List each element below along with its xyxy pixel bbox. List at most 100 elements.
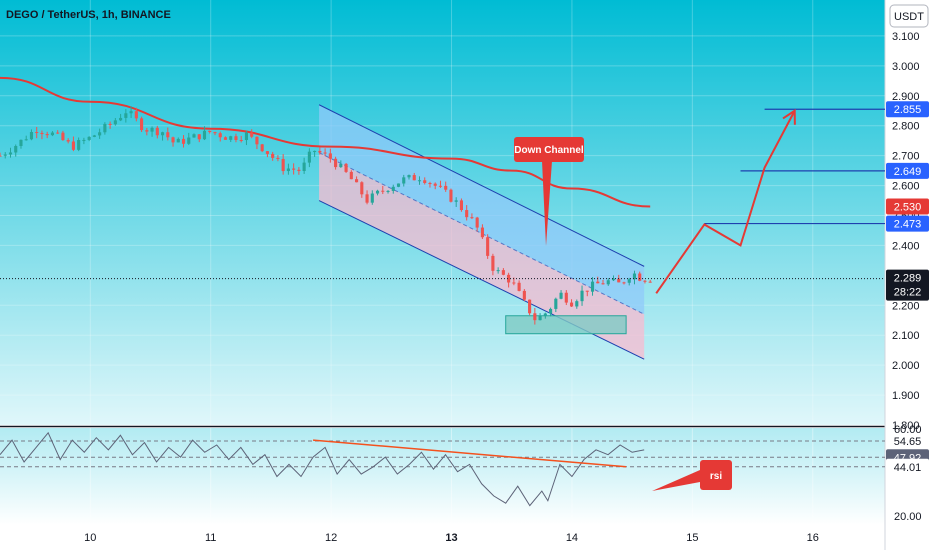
candle-body: [129, 111, 133, 114]
candle: [402, 174, 406, 187]
candle-body: [375, 190, 380, 194]
candle-body: [302, 162, 306, 172]
candle-body: [250, 132, 254, 137]
candle-body: [281, 158, 285, 172]
candle-body: [334, 158, 338, 168]
down-channel-callout-box: [514, 137, 584, 162]
candle: [40, 130, 44, 140]
candle-body: [286, 168, 290, 172]
candle: [480, 224, 484, 240]
candle: [396, 183, 401, 188]
price-tag-label: 2.855: [894, 104, 922, 116]
candle: [281, 154, 285, 175]
rsi-level-tag-bg: [886, 458, 929, 475]
candle-body: [14, 146, 18, 153]
candle: [486, 234, 490, 259]
rsi-callout-label: rsi: [710, 471, 722, 482]
candle-body: [260, 144, 264, 152]
candle: [239, 135, 243, 143]
candle-body: [449, 189, 453, 202]
candle-body: [606, 280, 610, 285]
candle-body: [396, 183, 401, 187]
time-axis[interactable]: 10 11 12 13 14 15 16: [84, 532, 819, 544]
candle-body: [202, 130, 207, 140]
candle-body: [255, 136, 259, 145]
candle-body: [559, 292, 563, 299]
price-tick-label: 3.100: [892, 31, 920, 43]
price-tick-label: 2.800: [892, 121, 920, 133]
price-labels: 2.8552.6492.5302.4732.28928:2254.6547.92…: [886, 101, 929, 475]
candle-body: [501, 270, 505, 275]
candle: [549, 307, 553, 317]
time-tick-label: 13: [445, 532, 457, 544]
candle-body: [522, 290, 526, 300]
candle: [19, 139, 23, 149]
candle-body: [554, 298, 558, 309]
candle-body: [475, 217, 479, 228]
candle: [638, 271, 642, 282]
rsi-level-tag-label: 44.01: [894, 462, 922, 474]
candle-body: [61, 132, 65, 141]
candle-body: [465, 210, 469, 218]
candle-body: [276, 157, 280, 159]
currency-label: USDT: [894, 11, 924, 23]
candle: [313, 150, 317, 157]
price-tag-label: 2.530: [894, 202, 922, 214]
candle-body: [192, 134, 196, 138]
candle: [77, 137, 81, 152]
candle-body: [339, 163, 343, 168]
candle: [140, 116, 144, 132]
candle-body: [92, 135, 96, 137]
candle: [459, 198, 463, 212]
candle-body: [470, 217, 474, 219]
candle-body: [229, 136, 233, 140]
candle: [438, 180, 443, 188]
rsi-callout-pointer: [652, 470, 700, 491]
candle: [260, 143, 264, 153]
candle-body: [454, 200, 458, 202]
current-price-tag: 2.289 28:22: [886, 269, 929, 301]
price-tag-label: 2.649: [894, 166, 922, 178]
candle-body: [486, 237, 490, 256]
channel-upper-fill: [319, 104, 645, 315]
currency-button[interactable]: USDT: [889, 4, 929, 28]
time-tick-label: 12: [325, 532, 337, 544]
candle: [433, 182, 437, 190]
candle-body: [444, 185, 448, 190]
candle: [365, 190, 369, 205]
candle: [276, 155, 280, 162]
candle: [627, 277, 631, 286]
candle-body: [176, 138, 180, 143]
time-tick-label: 14: [566, 532, 578, 544]
candle-body: [512, 282, 516, 284]
candle-body: [140, 118, 144, 131]
candle: [590, 277, 595, 296]
price-tick-label: 2.900: [892, 91, 920, 103]
candle: [491, 253, 495, 276]
candle: [124, 109, 128, 123]
candle-body: [0, 155, 2, 157]
candle: [328, 148, 332, 163]
candle-body: [323, 152, 327, 154]
candle: [470, 213, 474, 220]
candle: [428, 181, 432, 188]
rsi-trendline: [312, 439, 627, 468]
candle: [8, 147, 13, 158]
candle-body: [543, 313, 547, 317]
candle-body: [3, 154, 7, 156]
price-tag-label: 2.473: [894, 219, 922, 231]
rsi-tick-label: 20.00: [894, 511, 922, 523]
candle: [475, 216, 479, 232]
price-tag: 2.473: [886, 215, 929, 232]
candle: [71, 136, 75, 152]
candle-body: [611, 278, 616, 281]
candle: [234, 133, 238, 143]
candle: [166, 127, 170, 141]
candle-body: [402, 177, 406, 184]
candle: [575, 299, 579, 309]
candle: [528, 299, 532, 316]
candle: [35, 126, 39, 139]
candle: [564, 290, 568, 306]
candle: [648, 279, 652, 283]
